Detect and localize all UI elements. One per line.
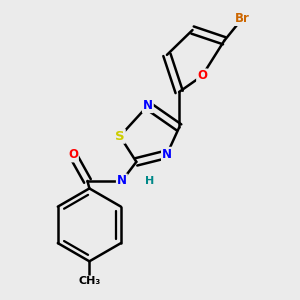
Text: Br: Br (235, 12, 250, 25)
Text: S: S (115, 130, 125, 143)
Text: H: H (145, 176, 154, 186)
Text: N: N (143, 99, 153, 112)
Text: N: N (117, 174, 127, 188)
Text: O: O (68, 148, 78, 161)
Text: N: N (162, 148, 172, 161)
Text: CH₃: CH₃ (78, 276, 100, 286)
Text: O: O (197, 69, 207, 82)
